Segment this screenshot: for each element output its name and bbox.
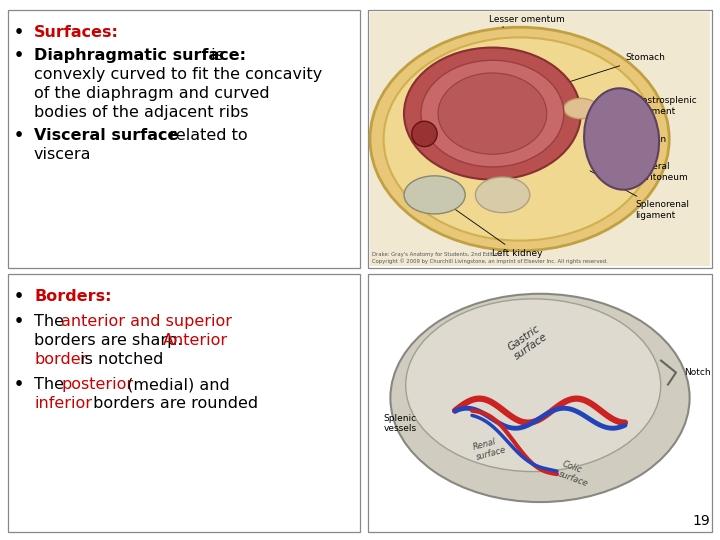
Text: Anterior: Anterior: [163, 333, 228, 348]
Text: borders are rounded: borders are rounded: [89, 396, 258, 411]
Text: Colic
surface: Colic surface: [557, 460, 593, 489]
Text: Spleen: Spleen: [624, 134, 666, 144]
Text: •: •: [14, 377, 24, 392]
Circle shape: [412, 121, 437, 147]
Text: anterior and superior: anterior and superior: [61, 314, 232, 329]
Ellipse shape: [405, 299, 661, 471]
Text: •: •: [14, 289, 24, 304]
Text: Gastrosplenic
ligament: Gastrosplenic ligament: [597, 96, 697, 116]
Text: The: The: [34, 377, 69, 392]
Text: bodies of the adjacent ribs: bodies of the adjacent ribs: [34, 105, 248, 120]
Ellipse shape: [421, 60, 564, 167]
FancyBboxPatch shape: [8, 274, 360, 532]
Ellipse shape: [564, 98, 598, 119]
Text: posterior: posterior: [61, 377, 133, 392]
Text: 19: 19: [692, 514, 710, 528]
Text: borders are sharp.: borders are sharp.: [34, 333, 188, 348]
Text: •: •: [14, 48, 24, 63]
Text: convexly curved to fit the concavity: convexly curved to fit the concavity: [34, 67, 323, 82]
Text: (medial) and: (medial) and: [122, 377, 230, 392]
Text: is: is: [206, 48, 223, 63]
FancyBboxPatch shape: [370, 12, 710, 266]
Text: Notch: Notch: [684, 368, 711, 377]
Text: Visceral
peritoneum: Visceral peritoneum: [635, 159, 688, 182]
Text: Diaphragmatic surface:: Diaphragmatic surface:: [34, 48, 246, 63]
Text: Splenic
vessels: Splenic vessels: [384, 414, 417, 433]
Text: Stomach: Stomach: [536, 53, 665, 92]
Text: Visceral surface: Visceral surface: [34, 128, 179, 143]
Text: viscera: viscera: [34, 147, 91, 162]
Text: Surfaces:: Surfaces:: [34, 25, 119, 40]
Text: Renal
surface: Renal surface: [472, 435, 507, 462]
Ellipse shape: [370, 27, 669, 251]
Ellipse shape: [438, 73, 546, 154]
FancyBboxPatch shape: [8, 10, 360, 268]
Text: inferior: inferior: [34, 396, 92, 411]
FancyBboxPatch shape: [370, 276, 710, 530]
FancyBboxPatch shape: [368, 10, 712, 268]
Ellipse shape: [384, 37, 656, 241]
Ellipse shape: [390, 294, 690, 502]
Text: of the diaphragm and curved: of the diaphragm and curved: [34, 86, 269, 101]
Ellipse shape: [584, 88, 659, 190]
Text: The: The: [34, 314, 69, 329]
Text: is notched: is notched: [75, 352, 163, 367]
Ellipse shape: [475, 177, 530, 213]
Text: Splenorenal
ligament: Splenorenal ligament: [590, 171, 689, 220]
Text: Left kidney: Left kidney: [437, 197, 543, 258]
Text: Drake: Gray's Anatomy for Students, 2nd Edition.
Copyright © 2009 by Churchill L: Drake: Gray's Anatomy for Students, 2nd …: [372, 252, 608, 264]
Text: •: •: [14, 314, 24, 329]
Ellipse shape: [404, 48, 581, 180]
Text: border: border: [34, 352, 87, 367]
Text: •: •: [14, 128, 24, 143]
Text: •: •: [14, 25, 24, 40]
Text: : related to: : related to: [159, 128, 248, 143]
Ellipse shape: [404, 176, 465, 214]
Text: Borders:: Borders:: [34, 289, 112, 304]
Text: Lesser omentum: Lesser omentum: [489, 15, 564, 27]
Text: Gastric
surface: Gastric surface: [506, 322, 550, 362]
FancyBboxPatch shape: [368, 274, 712, 532]
